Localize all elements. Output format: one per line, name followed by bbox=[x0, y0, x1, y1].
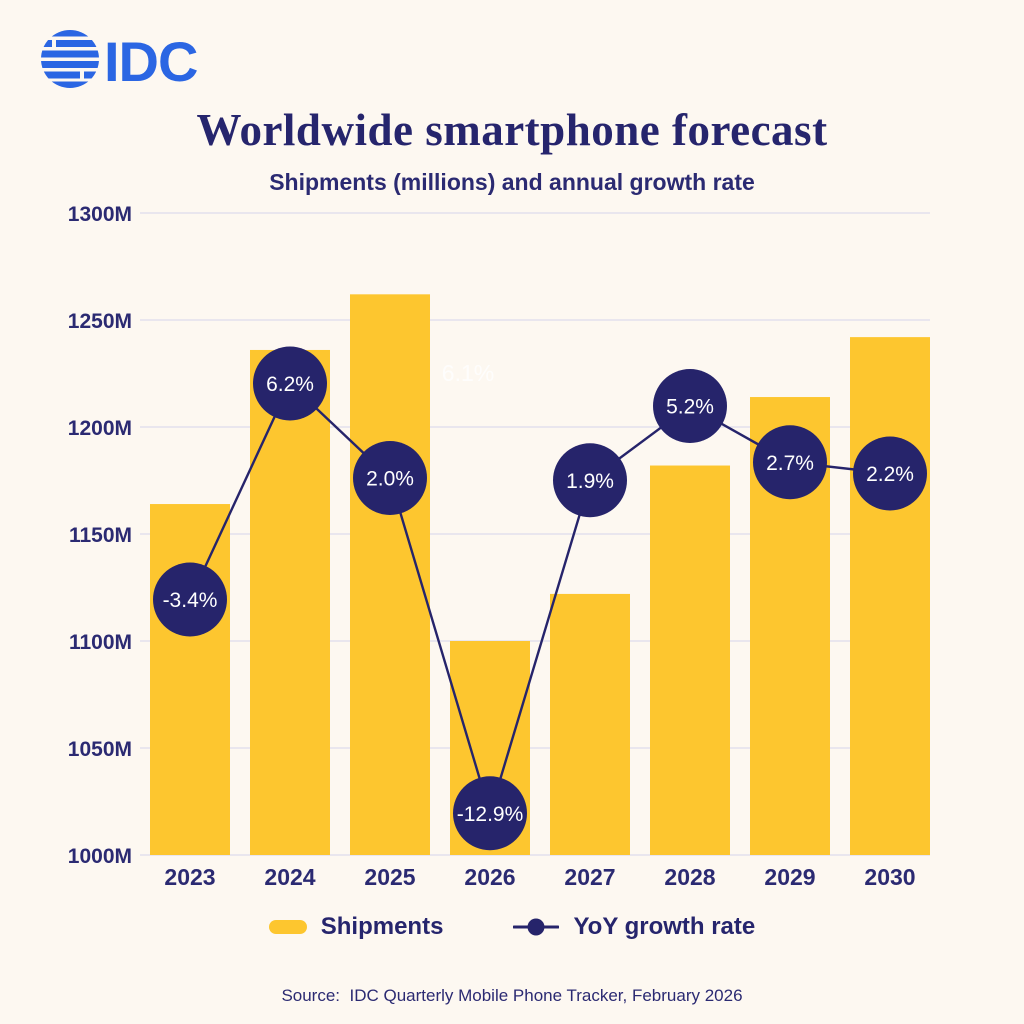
x-axis-label-2023: 2023 bbox=[164, 864, 215, 890]
growth-label-2026: -12.9% bbox=[457, 803, 524, 826]
growth-marker-2029 bbox=[753, 425, 827, 500]
y-axis-tick-label: 1000M bbox=[68, 845, 132, 868]
bar-2023 bbox=[150, 504, 230, 855]
growth-label-2028: 5.2% bbox=[666, 396, 714, 419]
legend-label: Shipments bbox=[320, 913, 444, 940]
globe-stripe bbox=[41, 40, 99, 47]
y-axis-tick-label: 1200M bbox=[68, 417, 132, 440]
globe-stripe bbox=[41, 61, 99, 68]
growth-label-2024: 6.2% bbox=[266, 373, 314, 396]
growth-marker-2027 bbox=[553, 443, 627, 518]
growth-marker-2026 bbox=[453, 776, 527, 851]
globe-stripe bbox=[41, 30, 99, 37]
page-subtitle: Shipments (millions) and annual growth r… bbox=[269, 169, 755, 195]
ghost-label: 6.1% bbox=[442, 360, 494, 386]
line-dot-swatch-icon bbox=[513, 918, 560, 936]
bar-2027 bbox=[550, 593, 630, 855]
x-axis-label-2028: 2028 bbox=[664, 864, 715, 890]
chart-legend: Shipments YoY growth rate bbox=[0, 913, 1024, 941]
legend-item-yoy-growth: YoY growth rate bbox=[513, 913, 755, 941]
bar-2028 bbox=[650, 465, 730, 855]
idc-logo-text: IDC bbox=[104, 30, 197, 92]
growth-label-2027: 1.9% bbox=[566, 470, 614, 493]
legend-item-shipments: Shipments bbox=[268, 913, 444, 941]
growth-label-2025: 2.0% bbox=[366, 468, 414, 491]
globe-stripe bbox=[41, 81, 99, 88]
shipments-swatch-icon bbox=[268, 920, 307, 934]
idc-globe-icon bbox=[41, 30, 99, 88]
idc-logo: IDC bbox=[41, 30, 198, 92]
x-axis-label-2025: 2025 bbox=[364, 864, 415, 890]
bar-2030 bbox=[850, 337, 930, 855]
growth-label-2023: -3.4% bbox=[163, 589, 218, 612]
growth-marker-2028 bbox=[653, 369, 727, 443]
growth-marker-2025 bbox=[353, 441, 427, 515]
y-axis-tick-label: 1300M bbox=[68, 203, 132, 226]
growth-label-2030: 2.2% bbox=[866, 463, 914, 486]
globe-stripe-gap bbox=[52, 40, 56, 47]
growth-marker-2030 bbox=[853, 436, 927, 511]
globe-stripe-gap bbox=[80, 71, 84, 79]
bar-2024 bbox=[250, 349, 330, 855]
y-axis-tick-label: 1150M bbox=[69, 524, 132, 547]
bar-2026 bbox=[450, 641, 530, 855]
x-axis-label-2026: 2026 bbox=[464, 864, 515, 890]
x-axis-label-2027: 2027 bbox=[564, 864, 615, 890]
page-title: Worldwide smartphone forecast bbox=[196, 105, 828, 155]
x-axis-label-2029: 2029 bbox=[764, 864, 815, 890]
bar-2025 bbox=[350, 294, 430, 855]
source-attribution: Source: IDC Quarterly Mobile Phone Track… bbox=[281, 986, 743, 1005]
growth-marker-2024 bbox=[253, 346, 327, 421]
growth-label-2029: 2.7% bbox=[766, 452, 814, 475]
legend-label: YoY growth rate bbox=[573, 913, 756, 940]
y-axis-tick-label: 1100M bbox=[69, 631, 132, 654]
globe-stripe bbox=[41, 50, 99, 58]
growth-marker-2023 bbox=[153, 562, 227, 637]
x-axis-label-2030: 2030 bbox=[864, 864, 915, 890]
y-axis-tick-label: 1050M bbox=[68, 738, 132, 761]
bar-2029 bbox=[750, 397, 830, 855]
globe-stripe bbox=[41, 71, 99, 79]
x-axis-label-2024: 2024 bbox=[264, 864, 315, 890]
yoy-growth-line bbox=[188, 381, 891, 818]
y-axis-tick-label: 1250M bbox=[68, 310, 132, 333]
